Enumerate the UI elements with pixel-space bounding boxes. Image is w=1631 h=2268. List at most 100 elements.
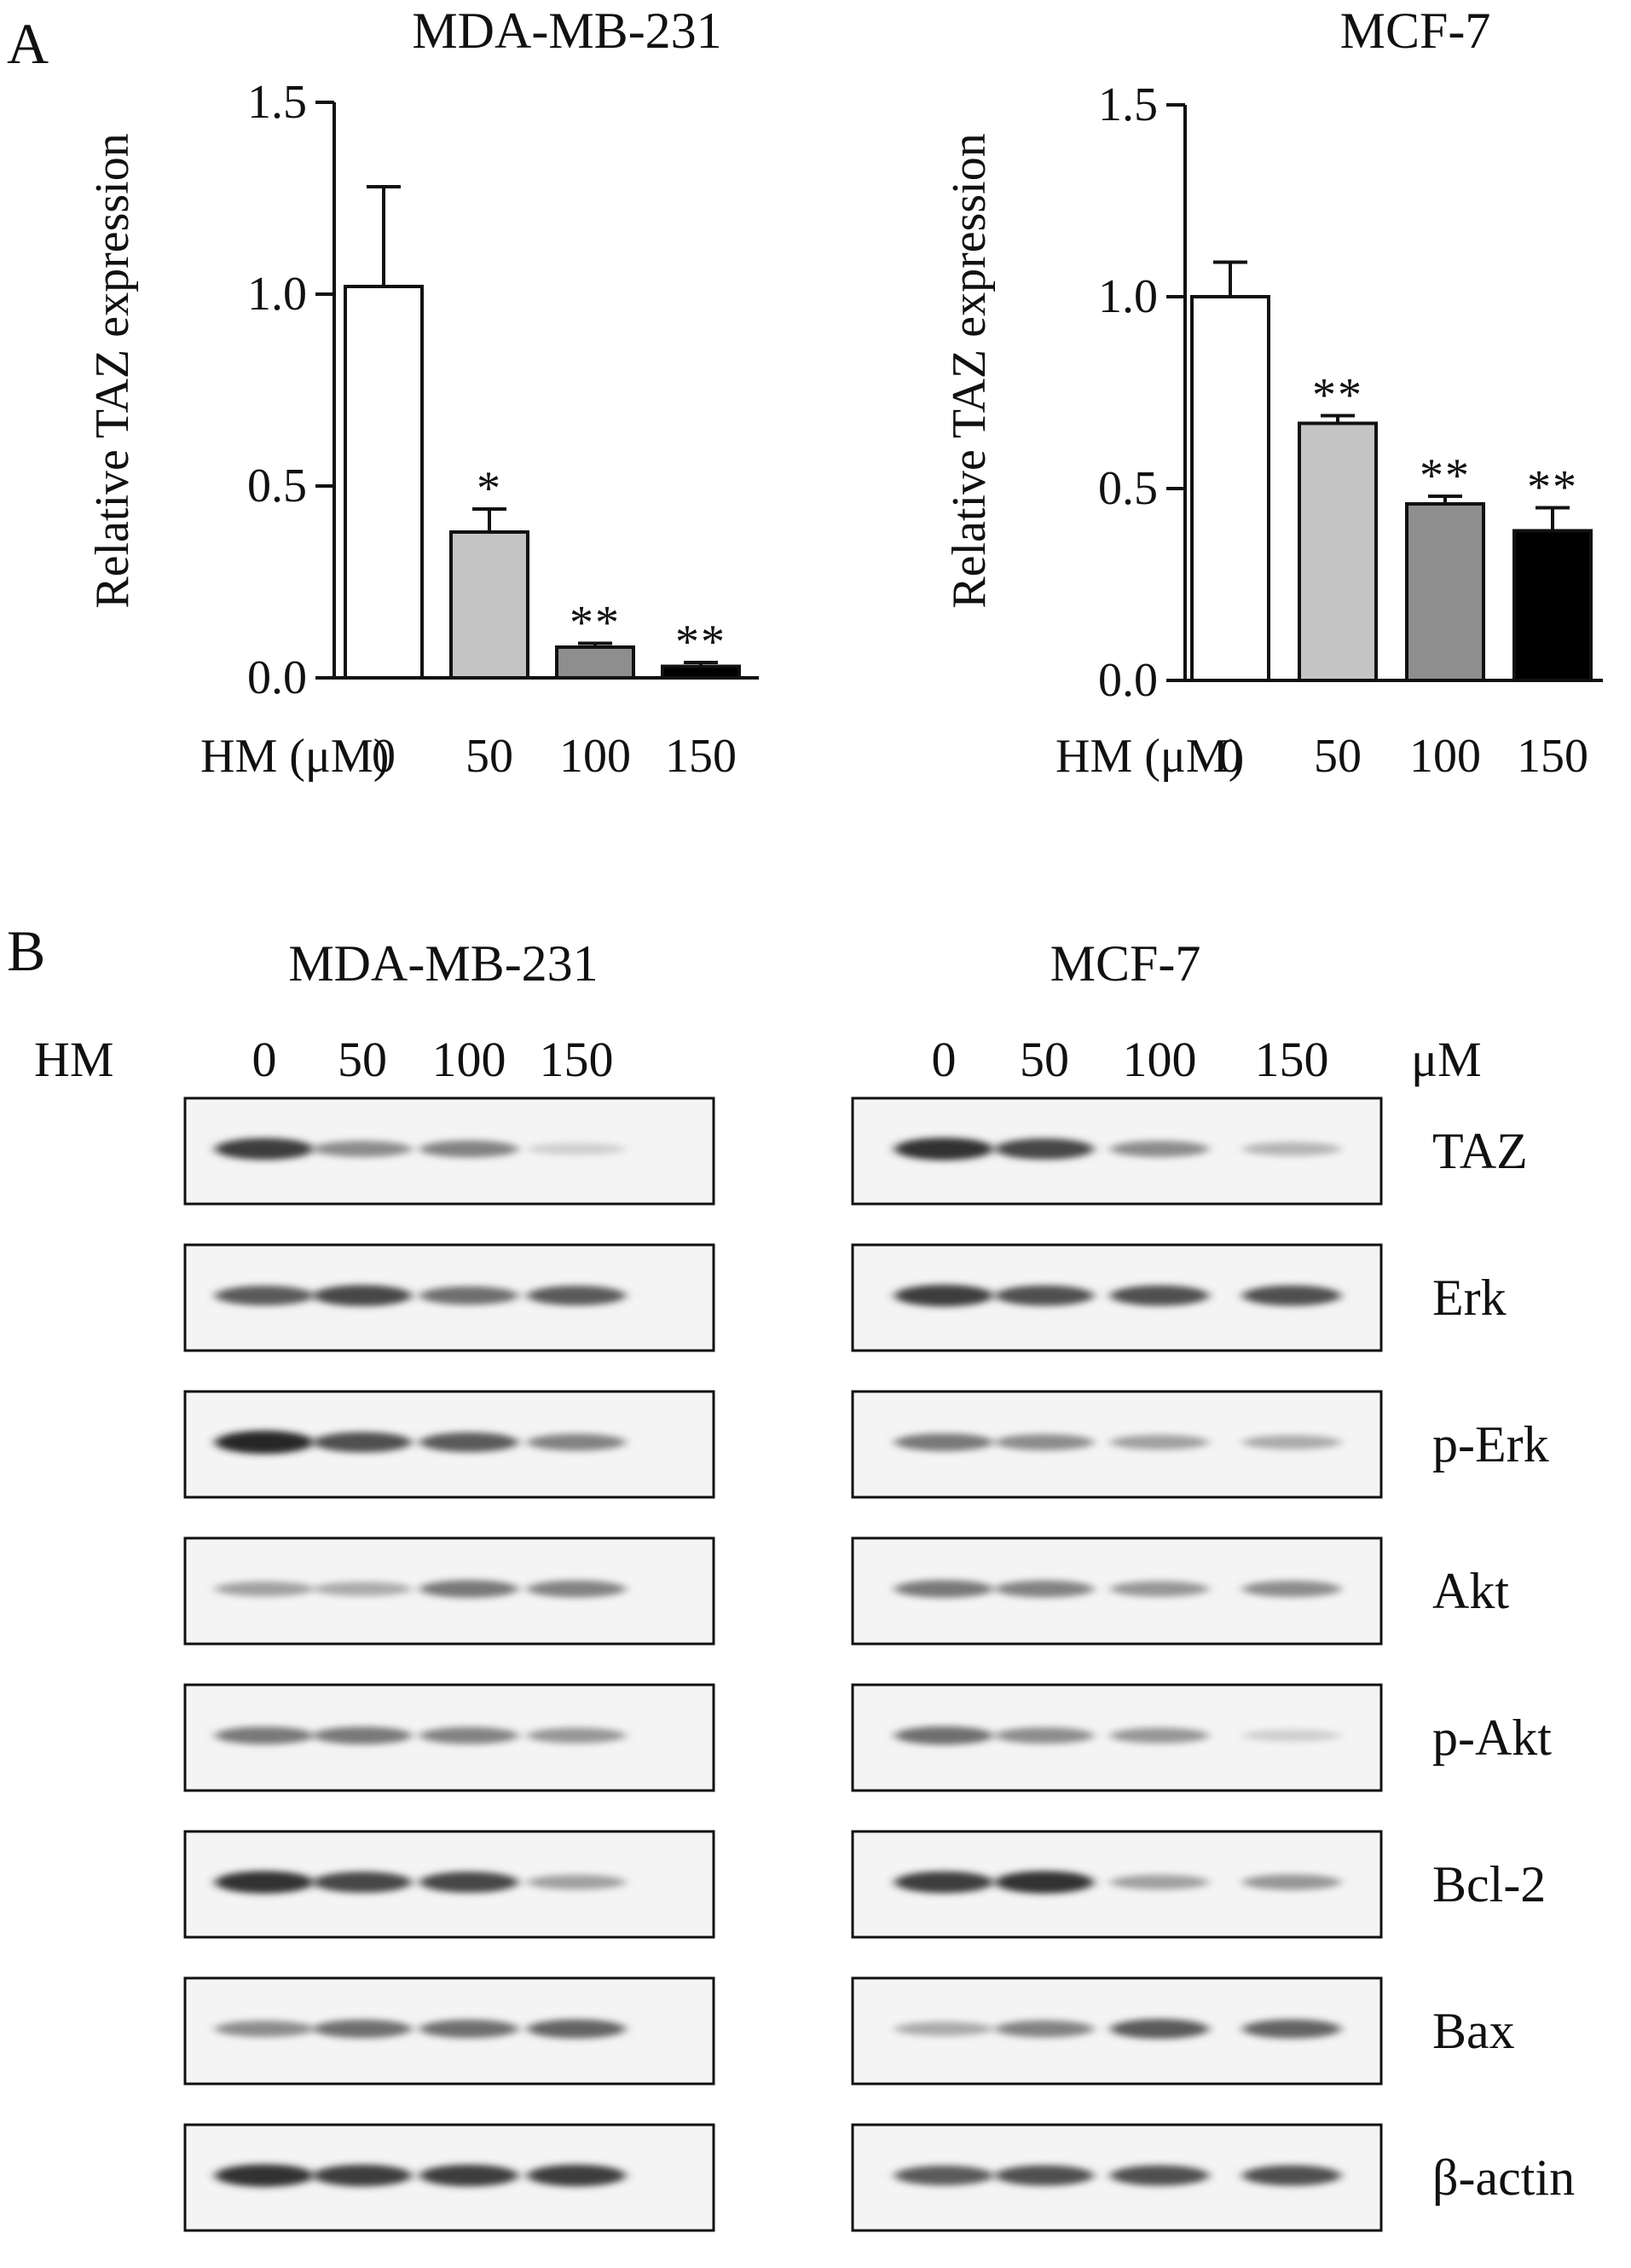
blot-band	[527, 1143, 626, 1155]
blot-band	[894, 1433, 993, 1451]
blot-band	[313, 2019, 412, 2039]
blot-band	[995, 1138, 1094, 1160]
blot-band	[894, 1137, 993, 1160]
lane-label: 150	[1255, 1032, 1329, 1087]
blot-band	[527, 2164, 626, 2187]
unit-label: μM	[1411, 1032, 1482, 1087]
lane-label: 0	[932, 1032, 957, 1087]
blot-band	[313, 1727, 412, 1744]
blot-band	[894, 1580, 993, 1598]
significance-label: **	[570, 597, 621, 650]
blot-band	[1110, 2018, 1209, 2039]
blot-band	[527, 1580, 626, 1598]
blot-band	[894, 1871, 993, 1894]
protein-label: Akt	[1432, 1563, 1509, 1619]
blot-band	[894, 1726, 993, 1745]
significance-label: **	[675, 616, 726, 668]
blot-band	[527, 1285, 626, 1306]
chart-mcf-7: MCF-7 Relative TAZ expression HM (μM) 0.…	[943, 3, 1603, 783]
lane-label: 150	[540, 1032, 614, 1087]
blot-band	[1242, 1142, 1341, 1156]
blot-band	[313, 1140, 412, 1158]
y-tick-label: 1.5	[1098, 78, 1158, 131]
blot-band	[527, 2019, 626, 2039]
blot-band	[1110, 1140, 1209, 1158]
blot-band	[215, 2164, 314, 2187]
y-tick-label: 0.5	[247, 460, 307, 512]
blot-band	[215, 1285, 314, 1306]
x-tick-label: 100	[559, 730, 631, 783]
lane-label: 50	[1020, 1032, 1069, 1087]
blot-band	[1242, 1435, 1341, 1449]
blot-band	[527, 1727, 626, 1744]
bar	[555, 645, 635, 680]
blot-band	[1242, 2165, 1341, 2186]
blot-band	[995, 1285, 1094, 1306]
significance-label: **	[1527, 461, 1578, 514]
x-axis-label: HM (μM)	[200, 730, 389, 783]
blot-band	[1242, 1874, 1341, 1890]
bar	[344, 285, 424, 680]
lane-label: 100	[1123, 1032, 1197, 1087]
y-tick-label: 0.5	[1098, 462, 1158, 515]
blot-band	[215, 2020, 314, 2038]
blot-band	[995, 1727, 1094, 1744]
x-tick-label: 0	[1218, 730, 1242, 783]
significance-label: **	[1420, 449, 1471, 502]
lane-label: 100	[432, 1032, 506, 1087]
blot-band	[419, 1140, 518, 1158]
blot-band	[313, 1582, 412, 1596]
blot-band	[1242, 1729, 1341, 1742]
x-tick-label: 150	[665, 730, 737, 783]
blot-band	[995, 1433, 1094, 1451]
blot-band	[215, 1727, 314, 1744]
blot-band	[1110, 1285, 1209, 1306]
blot-title-mcf-7: MCF-7	[1050, 935, 1201, 992]
x-tick-label: 0	[372, 730, 396, 783]
blot-title-mda-mb-231: MDA-MB-231	[288, 935, 598, 992]
blot-band	[1110, 1874, 1209, 1890]
y-axis-label: Relative TAZ expression	[86, 133, 139, 608]
x-tick-label: 100	[1409, 730, 1481, 783]
protein-label: Bcl-2	[1432, 1856, 1546, 1912]
y-axis-label: Relative TAZ expression	[943, 133, 996, 608]
protein-label: TAZ	[1432, 1123, 1528, 1179]
blot-band	[527, 1874, 626, 1890]
blot-band	[1110, 1581, 1209, 1597]
x-tick-label: 50	[466, 730, 513, 783]
blot-band	[313, 2164, 412, 2187]
bar	[1190, 295, 1270, 682]
blot-band	[995, 2165, 1094, 2186]
y-tick-label: 1.0	[1098, 270, 1158, 323]
blot-band	[215, 1581, 314, 1597]
blot-band	[313, 1285, 412, 1306]
protein-label: Erk	[1432, 1270, 1507, 1326]
blot-band	[419, 1580, 518, 1598]
blot-band	[215, 1871, 314, 1894]
bar	[1298, 421, 1378, 682]
western-blot-panel: MDA-MB-231 MCF-7 HM μM 0 50 100 150 0 50 100 15…	[34, 935, 1575, 2232]
bar	[449, 530, 529, 680]
blot-band	[1242, 2019, 1341, 2039]
bar	[1405, 502, 1485, 682]
blot-band	[419, 2164, 518, 2187]
hm-label: HM	[34, 1032, 113, 1087]
blot-band	[995, 2020, 1094, 2038]
significance-label: **	[1312, 369, 1363, 422]
y-tick-label: 1.0	[247, 268, 307, 321]
blot-band	[1110, 1434, 1209, 1450]
lane-label: 50	[338, 1032, 387, 1087]
lane-label: 0	[252, 1032, 277, 1087]
x-tick-label: 50	[1314, 730, 1362, 783]
blot-band	[215, 1137, 314, 1160]
blot-band	[419, 1432, 518, 1453]
bar	[661, 664, 741, 680]
y-tick-label: 0.0	[247, 651, 307, 704]
x-tick-label: 150	[1517, 730, 1588, 783]
blot-band	[313, 1432, 412, 1453]
blot-band	[313, 1872, 412, 1893]
x-axis-label: HM (μM)	[1056, 730, 1244, 783]
blot-band	[419, 2019, 518, 2039]
blot-band	[1242, 1580, 1341, 1598]
